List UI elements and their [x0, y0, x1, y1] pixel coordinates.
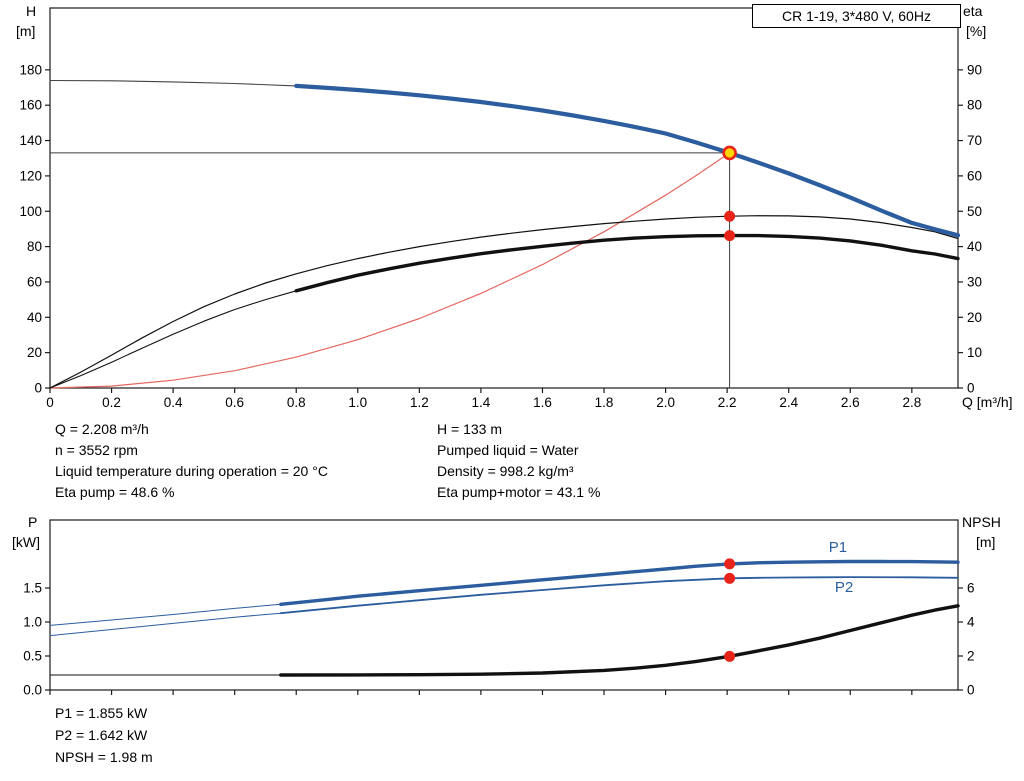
axes — [45, 519, 963, 695]
svg-text:1.8: 1.8 — [595, 395, 614, 410]
svg-text:1.4: 1.4 — [472, 395, 491, 410]
tick-labels: 0 0.2 0.4 0.6 0.8 1.0 1.2 1.4 1.6 1.8 2.0 2.2 2.4 2.6… — [19, 62, 982, 410]
p1-curve-thin — [49, 603, 282, 626]
svg-text:1.5: 1.5 — [23, 581, 42, 596]
eta-pump-motor-curve-thin — [49, 290, 297, 389]
info-line: Density = 998.2 kg/m³ — [437, 463, 574, 479]
npsh-axis-unit: [m] — [976, 534, 996, 550]
info-line: P2 = 1.642 kW — [55, 727, 148, 743]
info-line: P1 = 1.855 kW — [55, 705, 148, 721]
p1-series-label: P1 — [829, 539, 847, 556]
eta-pump-curve — [49, 215, 959, 389]
p1-curve — [279, 559, 960, 606]
svg-text:20: 20 — [27, 345, 42, 360]
duty-point — [722, 145, 737, 161]
svg-text:0.5: 0.5 — [23, 649, 42, 664]
info-line: H = 133 m — [437, 421, 502, 437]
info-line: Liquid temperature during operation = 20… — [55, 463, 328, 479]
npsh-curve — [279, 604, 960, 677]
svg-text:80: 80 — [27, 239, 42, 254]
svg-text:2.6: 2.6 — [841, 395, 860, 410]
svg-text:180: 180 — [19, 62, 42, 77]
axes — [45, 7, 963, 393]
p2-curve-thin — [49, 612, 282, 637]
svg-text:0: 0 — [967, 381, 975, 396]
h-curve-thin — [49, 79, 297, 87]
p-axis-name: P — [28, 514, 38, 530]
svg-text:90: 90 — [967, 62, 982, 77]
svg-text:6: 6 — [967, 581, 975, 596]
svg-text:60: 60 — [27, 274, 42, 289]
svg-text:50: 50 — [967, 204, 982, 219]
svg-text:40: 40 — [967, 239, 982, 254]
svg-text:70: 70 — [967, 133, 982, 148]
svg-text:140: 140 — [19, 133, 42, 148]
svg-text:60: 60 — [967, 168, 982, 183]
info-line: Eta pump+motor = 43.1 % — [437, 484, 601, 500]
svg-text:0: 0 — [967, 683, 975, 698]
system-curve — [49, 152, 731, 389]
p2-series-label: P2 — [835, 579, 853, 596]
svg-text:0.4: 0.4 — [164, 395, 183, 410]
power-npsh-info: P1 = 1.855 kW P2 = 1.642 kW NPSH = 1.98 m — [55, 702, 153, 768]
eta-pump-point — [724, 210, 736, 222]
p-axis-unit: [kW] — [12, 534, 40, 550]
svg-text:10: 10 — [967, 345, 982, 360]
svg-text:2: 2 — [967, 649, 975, 664]
svg-text:4: 4 — [967, 615, 975, 630]
tick-labels: 0.0 0.5 1.0 1.5 0 2 4 6 — [23, 581, 975, 698]
eta-pump-motor-curve — [294, 233, 960, 293]
svg-text:1.2: 1.2 — [410, 395, 429, 410]
svg-text:2.4: 2.4 — [779, 395, 798, 410]
p2-curve — [279, 576, 959, 615]
info-line: Q = 2.208 m³/h — [55, 421, 149, 437]
svg-text:120: 120 — [19, 168, 42, 183]
svg-text:30: 30 — [967, 274, 982, 289]
eta-pump-motor-point — [724, 230, 736, 242]
svg-text:0.2: 0.2 — [102, 395, 121, 410]
svg-text:160: 160 — [19, 98, 42, 113]
duty-info-column-2: H = 133 m Pumped liquid = Water Density = … — [437, 419, 600, 503]
duty-info-column-1: Q = 2.208 m³/h n = 3552 rpm Liquid tempera… — [55, 419, 328, 503]
info-line: NPSH = 1.98 m — [55, 749, 153, 765]
svg-text:1.0: 1.0 — [23, 615, 42, 630]
h-q-chart: 0 0.2 0.4 0.6 0.8 1.0 1.2 1.4 1.6 1.8 2.0 2.2 2.4 2.6… — [19, 7, 982, 410]
eta-axis-unit: [%] — [966, 23, 987, 39]
h-axis-unit: [m] — [16, 23, 36, 39]
h-axis-name: H — [26, 3, 37, 19]
svg-text:0.8: 0.8 — [287, 395, 306, 410]
info-line: Pumped liquid = Water — [437, 442, 579, 458]
power-npsh-chart: 0.0 0.5 1.0 1.5 0 2 4 6 P1 P2 — [23, 519, 975, 698]
svg-text:0: 0 — [34, 381, 42, 396]
svg-text:0.6: 0.6 — [225, 395, 244, 410]
svg-text:20: 20 — [967, 310, 982, 325]
svg-text:1.0: 1.0 — [348, 395, 367, 410]
info-line: Eta pump = 48.6 % — [55, 484, 175, 500]
eta-axis-name: eta — [963, 3, 983, 19]
curve-title: CR 1-19, 3*480 V, 60Hz — [782, 8, 931, 24]
svg-text:80: 80 — [967, 98, 982, 113]
svg-text:100: 100 — [19, 204, 42, 219]
info-line: n = 3552 rpm — [55, 442, 138, 458]
npsh-point — [724, 650, 736, 662]
q-axis-label: Q [m³/h] — [962, 394, 1013, 410]
svg-text:40: 40 — [27, 310, 42, 325]
svg-text:0.0: 0.0 — [23, 683, 42, 698]
npsh-axis-name: NPSH — [962, 514, 1001, 530]
svg-text:2.8: 2.8 — [902, 395, 921, 410]
curve-title-box: CR 1-19, 3*480 V, 60Hz — [752, 4, 961, 28]
svg-text:2.2: 2.2 — [718, 395, 737, 410]
svg-text:2.0: 2.0 — [656, 395, 675, 410]
p1-point — [724, 558, 736, 570]
svg-text:1.6: 1.6 — [533, 395, 552, 410]
svg-text:0: 0 — [46, 395, 54, 410]
p2-point — [724, 572, 736, 584]
h-curve — [294, 83, 961, 238]
